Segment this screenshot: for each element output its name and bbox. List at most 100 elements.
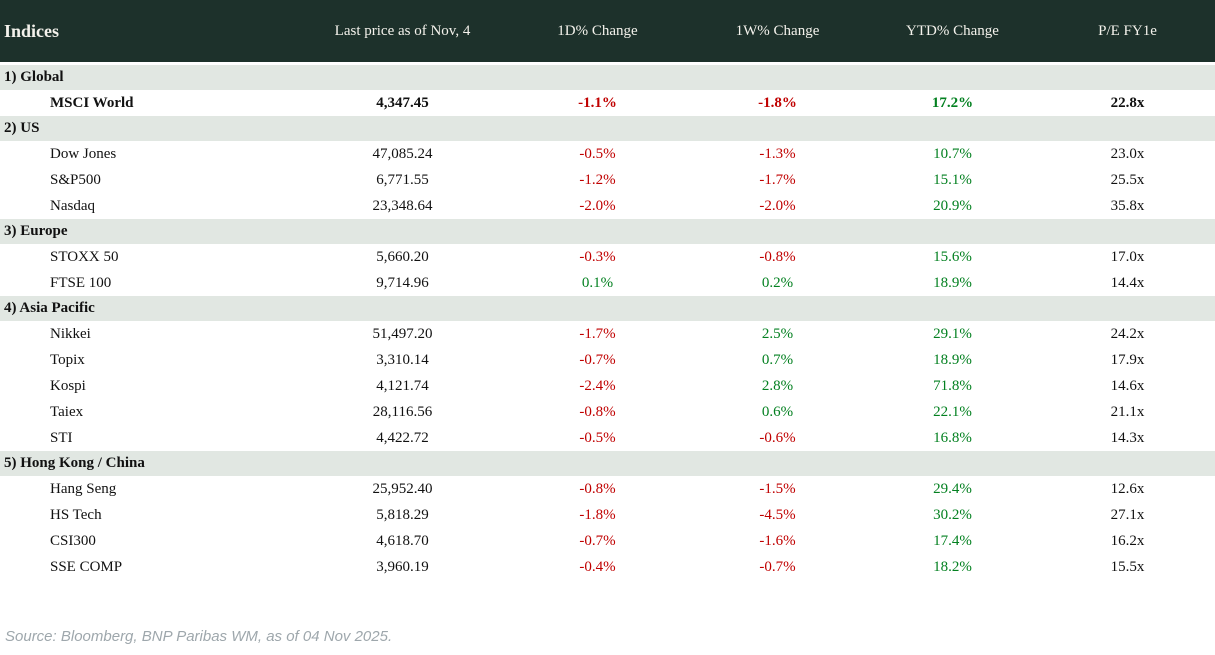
table-header-row: Indices Last price as of Nov, 4 1D% Chan… xyxy=(0,0,1215,62)
last-price: 28,116.56 xyxy=(372,403,433,420)
pe-fy1e: 35.8x xyxy=(1110,197,1145,214)
last-price: 3,960.19 xyxy=(376,558,429,575)
pe-fy1e: 23.0x xyxy=(1110,145,1145,162)
pe-fy1e: 24.2x xyxy=(1110,325,1145,342)
change-1d: -1.7% xyxy=(579,325,616,342)
change-1w: 0.7% xyxy=(761,351,794,368)
pe-fy1e: 21.1x xyxy=(1110,403,1145,420)
index-name: Dow Jones xyxy=(50,145,117,162)
change-ytd: 20.9% xyxy=(933,197,972,214)
table-row-taiex: Taiex 28,116.56 -0.8% 0.6% 22.1% 21.1x xyxy=(0,399,1215,425)
table-row-hs-tech: HS Tech 5,818.29 -1.8% -4.5% 30.2% 27.1x xyxy=(0,502,1215,528)
change-ytd: 17.2% xyxy=(931,94,974,111)
change-1w: -1.8% xyxy=(758,94,797,111)
pe-fy1e: 14.3x xyxy=(1110,429,1145,446)
section-row-us: 2) US xyxy=(0,116,1215,141)
change-1w: 2.5% xyxy=(761,325,794,342)
index-name: SSE COMP xyxy=(50,558,123,575)
last-price: 25,952.40 xyxy=(372,480,433,497)
index-name: Topix xyxy=(50,351,85,368)
change-ytd: 17.4% xyxy=(933,532,972,549)
table-row-msci-world: MSCI World 4,347.45 -1.1% -1.8% 17.2% 22… xyxy=(0,90,1215,116)
change-1d: -0.8% xyxy=(579,403,616,420)
table-row-sse-comp: SSE COMP 3,960.19 -0.4% -0.7% 18.2% 15.5… xyxy=(0,554,1215,580)
change-1w: -0.7% xyxy=(759,558,796,575)
change-ytd: 29.1% xyxy=(933,325,972,342)
table-row-topix: Topix 3,310.14 -0.7% 0.7% 18.9% 17.9x xyxy=(0,347,1215,373)
change-1d: -0.5% xyxy=(579,429,616,446)
change-1d: -1.1% xyxy=(578,94,617,111)
change-1w: 0.2% xyxy=(761,274,794,291)
change-1w: -0.6% xyxy=(759,429,796,446)
pe-fy1e: 27.1x xyxy=(1110,506,1145,523)
last-price: 9,714.96 xyxy=(376,274,429,291)
section-label: 4) Asia Pacific xyxy=(4,300,95,316)
last-price: 4,347.45 xyxy=(376,94,429,111)
change-1d: 0.1% xyxy=(581,274,614,291)
change-1w: 0.6% xyxy=(761,403,794,420)
pe-fy1e: 25.5x xyxy=(1110,171,1145,188)
change-1w: -1.7% xyxy=(759,171,796,188)
pe-fy1e: 14.6x xyxy=(1110,377,1145,394)
index-name: S&P500 xyxy=(50,171,101,188)
table-row-nikkei: Nikkei 51,497.20 -1.7% 2.5% 29.1% 24.2x xyxy=(0,321,1215,347)
change-1d: -0.7% xyxy=(579,532,616,549)
change-1w: 2.8% xyxy=(761,377,794,394)
last-price: 4,422.72 xyxy=(376,429,429,446)
change-1d: -2.0% xyxy=(579,197,616,214)
table-row-kospi: Kospi 4,121.74 -2.4% 2.8% 71.8% 14.6x xyxy=(0,373,1215,399)
change-1w: -2.0% xyxy=(759,197,796,214)
change-1d: -2.4% xyxy=(579,377,616,394)
change-1d: -0.7% xyxy=(579,351,616,368)
table-row-ftse-100: FTSE 100 9,714.96 0.1% 0.2% 18.9% 14.4x xyxy=(0,270,1215,296)
change-ytd: 71.8% xyxy=(933,377,972,394)
change-ytd: 16.8% xyxy=(933,429,972,446)
table-row-stoxx-50: STOXX 50 5,660.20 -0.3% -0.8% 15.6% 17.0… xyxy=(0,244,1215,270)
change-1w: -0.8% xyxy=(759,248,796,265)
last-price: 47,085.24 xyxy=(372,145,433,162)
change-ytd: 10.7% xyxy=(933,145,972,162)
table-row-sp500: S&P500 6,771.55 -1.2% -1.7% 15.1% 25.5x xyxy=(0,167,1215,193)
change-1d: -1.8% xyxy=(579,506,616,523)
index-name: HS Tech xyxy=(50,506,102,523)
last-price: 3,310.14 xyxy=(376,351,429,368)
change-ytd: 29.4% xyxy=(933,480,972,497)
last-price: 5,660.20 xyxy=(376,248,429,265)
index-name: Taiex xyxy=(50,403,84,420)
index-name: STI xyxy=(50,429,73,446)
change-ytd: 30.2% xyxy=(933,506,972,523)
section-row-global: 1) Global xyxy=(0,65,1215,90)
change-1w: -4.5% xyxy=(759,506,796,523)
table-row-dow-jones: Dow Jones 47,085.24 -0.5% -1.3% 10.7% 23… xyxy=(0,141,1215,167)
pe-fy1e: 12.6x xyxy=(1110,480,1145,497)
change-1w: -1.6% xyxy=(759,532,796,549)
change-1w: -1.5% xyxy=(759,480,796,497)
page-title: Indices xyxy=(4,20,60,41)
index-name: Kospi xyxy=(50,377,86,394)
last-price: 23,348.64 xyxy=(372,197,433,214)
table-body: 1) Global MSCI World 4,347.45 -1.1% -1.8… xyxy=(0,65,1215,580)
table-row-nasdaq: Nasdaq 23,348.64 -2.0% -2.0% 20.9% 35.8x xyxy=(0,193,1215,219)
pe-fy1e: 15.5x xyxy=(1110,558,1145,575)
index-name: CSI300 xyxy=(50,532,96,549)
section-label: 3) Europe xyxy=(4,223,68,239)
change-ytd: 18.2% xyxy=(933,558,972,575)
table-row-csi300: CSI300 4,618.70 -0.7% -1.6% 17.4% 16.2x xyxy=(0,528,1215,554)
table-row-sti: STI 4,422.72 -0.5% -0.6% 16.8% 14.3x xyxy=(0,425,1215,451)
change-1d: -0.3% xyxy=(579,248,616,265)
last-price: 4,121.74 xyxy=(376,377,429,394)
pe-fy1e: 17.0x xyxy=(1110,248,1145,265)
pe-fy1e: 17.9x xyxy=(1110,351,1145,368)
column-header-1w-change: 1W% Change xyxy=(735,22,820,39)
section-label: 2) US xyxy=(4,120,40,136)
change-1d: -0.5% xyxy=(579,145,616,162)
pe-fy1e: 22.8x xyxy=(1110,94,1145,111)
change-ytd: 18.9% xyxy=(933,351,972,368)
pe-fy1e: 16.2x xyxy=(1110,532,1145,549)
pe-fy1e: 14.4x xyxy=(1110,274,1145,291)
section-row-asia-pacific: 4) Asia Pacific xyxy=(0,296,1215,321)
table-row-hang-seng: Hang Seng 25,952.40 -0.8% -1.5% 29.4% 12… xyxy=(0,476,1215,502)
change-ytd: 18.9% xyxy=(933,274,972,291)
column-header-1d-change: 1D% Change xyxy=(557,22,638,39)
